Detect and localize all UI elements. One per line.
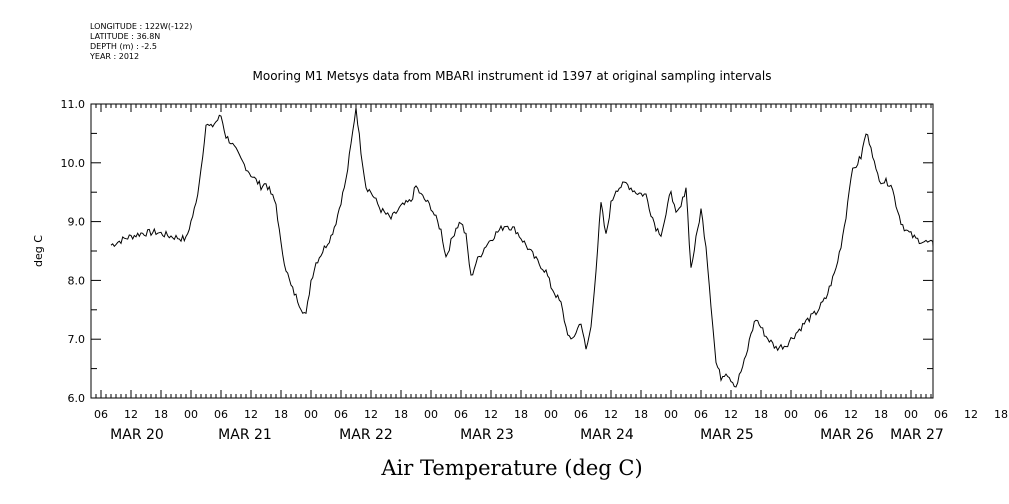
series-line [110,107,934,388]
y-tick-label: 6.0 [68,392,86,405]
x-day-labels: MAR 20 MAR 21 MAR 22 MAR 23 MAR 24 MAR 25 MAR … [110,427,944,443]
x-hour-label: 18 [994,408,1008,421]
year-label: YEAR : 2012 [90,52,140,61]
x-hour-label: 12 [124,408,138,421]
x-hour-label: 00 [784,408,798,421]
x-hour-label: 18 [154,408,168,421]
x-hour-label: 00 [304,408,318,421]
x-hour-label: 00 [904,408,918,421]
y-tick-labels: 6.0 7.0 8.0 9.0 10.0 11.0 [61,98,86,405]
x-hour-label: 00 [664,408,678,421]
x-hour-label: 06 [814,408,828,421]
x-axis-label: Air Temperature (deg C) [380,456,642,480]
x-day-label: MAR 24 [580,427,634,443]
y-tick-label: 9.0 [68,216,86,229]
x-hour-label: 12 [724,408,738,421]
x-hour-label: 12 [964,408,978,421]
metadata-block: LONGITUDE : 122W(-122) LATITUDE : 36.8N … [90,22,192,62]
x-hour-label: 06 [214,408,228,421]
y-axis-label: deg C [32,235,45,267]
longitude-label: LONGITUDE : 122W(-122) [90,22,193,31]
x-hour-label: 12 [844,408,858,421]
x-day-label: MAR 21 [218,427,272,443]
x-hour-label: 18 [394,408,408,421]
y-tick-label: 7.0 [68,333,86,346]
x-hour-label: 12 [604,408,618,421]
x-hour-label: 06 [574,408,588,421]
x-day-label: MAR 22 [339,427,393,443]
x-hour-label: 06 [334,408,348,421]
x-hour-label: 06 [454,408,468,421]
chart-title: Mooring M1 Metsys data from MBARI instru… [253,69,772,83]
x-day-label: MAR 23 [460,427,514,443]
x-hour-label: 00 [544,408,558,421]
x-hour-label: 06 [934,408,948,421]
x-hour-label: 12 [364,408,378,421]
x-hour-label: 18 [514,408,528,421]
x-tick-labels: 06 12 18 00 06 12 18 00 06 12 18 00 06 12 18 00 06 12 18 00… [94,408,1008,421]
latitude-label: LATITUDE : 36.8N [90,32,161,41]
x-hour-label: 00 [424,408,438,421]
x-hour-label: 12 [244,408,258,421]
x-day-label: MAR 27 [890,427,944,443]
x-day-label: MAR 25 [700,427,754,443]
x-hour-label: 12 [484,408,498,421]
x-hour-label: 18 [754,408,768,421]
x-hour-label: 00 [184,408,198,421]
axis-ticks [91,103,933,399]
y-tick-label: 10.0 [61,157,86,170]
x-hour-label: 18 [634,408,648,421]
x-hour-label: 18 [874,408,888,421]
x-day-label: MAR 20 [110,427,164,443]
plot-frame [90,103,934,399]
depth-label: DEPTH (m) : -2.5 [90,42,157,51]
x-day-label: MAR 26 [820,427,874,443]
x-hour-label: 06 [94,408,108,421]
x-hour-label: 06 [694,408,708,421]
x-hour-label: 18 [274,408,288,421]
y-tick-label: 8.0 [68,274,86,287]
y-tick-label: 11.0 [61,98,86,111]
